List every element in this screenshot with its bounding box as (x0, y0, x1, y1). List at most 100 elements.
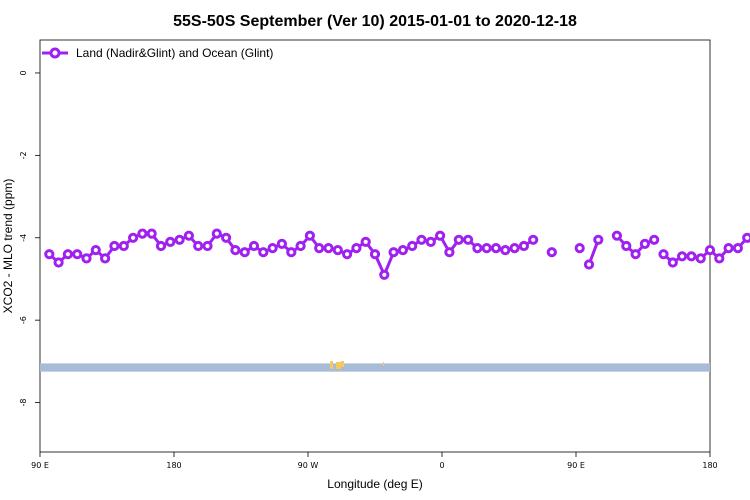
data-point (593, 234, 604, 245)
data-point (732, 243, 744, 254)
data-point (100, 253, 111, 264)
data-point (379, 269, 390, 280)
data-point (258, 247, 269, 258)
data-point (128, 232, 139, 243)
data-point (723, 243, 734, 254)
data-point (137, 228, 148, 239)
land-patch (330, 361, 333, 369)
data-point (742, 232, 750, 243)
data-point (481, 243, 492, 254)
y-tick-label: -6 (19, 316, 28, 324)
data-point (435, 230, 446, 241)
data-point (351, 243, 362, 254)
data-point (453, 234, 464, 245)
land-band (40, 361, 710, 372)
data-point (286, 247, 297, 258)
data-point (276, 238, 287, 249)
data-point (714, 253, 725, 264)
data-point (630, 249, 641, 260)
data-point (146, 228, 157, 239)
data-point (444, 247, 455, 258)
data-point (695, 253, 706, 264)
data-point (639, 238, 651, 249)
data-point (574, 243, 585, 254)
data-point (704, 245, 716, 256)
data-point (397, 245, 408, 256)
data-point (518, 240, 530, 252)
chart-title: 55S-50S September (Ver 10) 2015-01-01 to… (173, 13, 577, 30)
y-tick-label: -2 (19, 151, 28, 159)
plot-frame (39, 39, 711, 453)
data-point (332, 245, 343, 256)
land-band-ocean (40, 363, 710, 372)
data-point (155, 240, 167, 252)
land-patch (341, 361, 344, 367)
series-points (44, 228, 750, 280)
data-point (407, 240, 418, 252)
data-point (314, 243, 325, 254)
data-point (388, 247, 399, 258)
data-point (323, 243, 334, 254)
data-point (500, 245, 511, 256)
legend: Land (Nadir&Glint) and Ocean (Glint) (42, 46, 273, 60)
x-tick-label: 90 E (31, 461, 49, 470)
data-point (90, 245, 101, 256)
data-point (583, 259, 595, 270)
data-point (509, 243, 520, 254)
data-point (463, 234, 474, 245)
data-point (174, 234, 185, 245)
data-point (472, 243, 483, 254)
data-point (416, 234, 427, 245)
data-point (53, 257, 64, 268)
data-point (109, 240, 120, 252)
data-point (248, 240, 260, 252)
data-point (81, 253, 92, 264)
data-point (546, 247, 557, 258)
data-point (211, 228, 222, 239)
data-point (369, 249, 381, 260)
data-point (490, 243, 502, 254)
y-axis-label: XCO2 - MLO trend (ppm) (1, 179, 15, 314)
legend-marker (49, 47, 61, 59)
x-tick-label: 180 (702, 461, 717, 470)
data-point (677, 251, 688, 262)
data-point (193, 240, 204, 252)
x-axis-ticks: 90 E 180 90 W 0 90 E 180 (31, 452, 718, 470)
x-axis-label: Longitude (deg E) (327, 477, 422, 491)
data-point (667, 257, 678, 268)
data-point (686, 251, 697, 262)
data-point (202, 240, 213, 252)
data-point (118, 240, 129, 252)
x-tick-label: 0 (439, 461, 444, 470)
data-point (649, 234, 660, 245)
y-tick-label: -8 (19, 399, 28, 407)
data-point (72, 249, 83, 260)
x-tick-label: 90 E (567, 461, 585, 470)
land-patch (383, 362, 384, 366)
data-point (221, 232, 232, 243)
data-point (295, 240, 306, 252)
data-point (62, 249, 74, 260)
y-axis-ticks: 0 -2 -4 -6 -8 (19, 70, 40, 407)
x-tick-label: 180 (166, 461, 181, 470)
data-point (230, 245, 241, 256)
legend-series-name: Land (Nadir&Glint) and Ocean (Glint) (76, 46, 273, 60)
land-patch (336, 362, 341, 369)
data-point (621, 240, 632, 252)
data-point (360, 236, 371, 247)
data-point (342, 249, 353, 260)
data-point (267, 243, 278, 254)
data-point (425, 236, 436, 247)
data-point (183, 230, 194, 241)
data-point (658, 249, 669, 260)
data-point (528, 234, 539, 245)
data-point (44, 249, 55, 260)
data-point (165, 236, 176, 247)
x-tick-label: 90 W (298, 461, 319, 470)
data-point (611, 230, 623, 241)
data-point (304, 230, 315, 241)
data-point (239, 247, 250, 258)
y-tick-label: -4 (19, 234, 28, 242)
y-tick-label: 0 (19, 70, 28, 75)
